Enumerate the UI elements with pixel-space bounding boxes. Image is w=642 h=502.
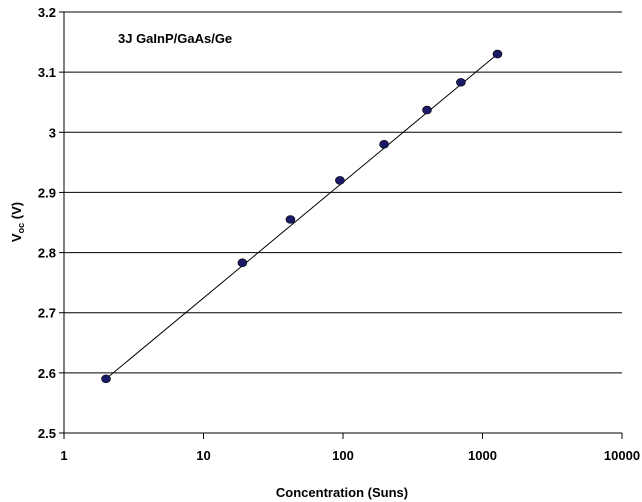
data-point-0-4 [379, 140, 389, 149]
fit-line-group [105, 53, 498, 380]
chart-annotation: 3J GaInP/GaAs/Ge [118, 31, 232, 46]
gridlines [64, 11, 622, 374]
data-point-0-6 [456, 78, 466, 87]
data-point-0-2 [285, 215, 296, 224]
data-point-0-3 [335, 176, 345, 185]
data-point-0-7 [492, 49, 503, 59]
tick-labels: 2.5 2.6 2.7 2.8 2.9 3 3.1 3.2 1 10 100 1000 10000 [38, 5, 640, 463]
x-tick-label-0: 1 [60, 448, 67, 463]
y-tick-label-1: 2.6 [38, 366, 56, 381]
x-tick-label-2: 100 [332, 448, 354, 463]
y-axis-title-unit: (V) [9, 202, 24, 223]
y-tick-label-4: 2.9 [38, 185, 56, 200]
y-axis-title-subscript: oc [16, 223, 26, 234]
y-tick-label-2: 2.7 [38, 306, 56, 321]
y-tick-label-3: 2.8 [38, 246, 56, 261]
data-point-0-0 [101, 374, 111, 384]
y-tick-label-7: 3.2 [38, 5, 56, 20]
y-axis-title-main: V [9, 233, 24, 242]
data-point-0-1 [237, 258, 248, 268]
y-tick-label-5: 3 [49, 125, 56, 140]
y-tick-label-6: 3.1 [38, 65, 56, 80]
y-axis-title: Voc (V) [9, 202, 26, 242]
y-tick-label-0: 2.5 [38, 426, 56, 441]
x-tick-label-1: 10 [196, 448, 210, 463]
data-points [101, 49, 503, 384]
x-axis-title: Concentration (Suns) [276, 485, 408, 500]
data-point-0-5 [422, 105, 432, 115]
axes [59, 11, 623, 439]
x-tick-label-3: 1000 [468, 448, 497, 463]
fit-line [105, 53, 498, 380]
x-tick-label-4: 10000 [604, 448, 640, 463]
